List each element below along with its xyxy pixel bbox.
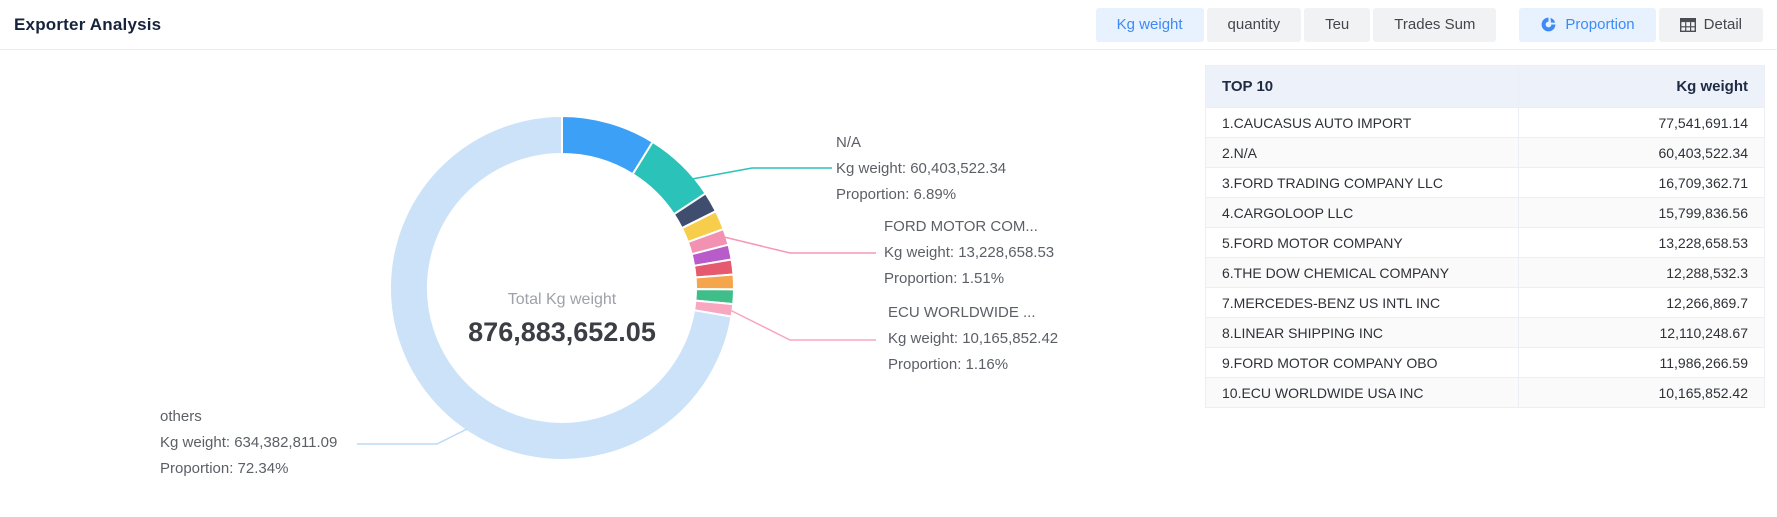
table-row[interactable]: 1.CAUCASUS AUTO IMPORT 77,541,691.14 bbox=[1205, 107, 1765, 138]
exporter-name-cell: 10.ECU WORLDWIDE USA INC bbox=[1205, 377, 1519, 408]
annotation-kg-weight: Kg weight: 10,165,852.42 bbox=[888, 330, 1059, 347]
tab-quantity[interactable]: quantity bbox=[1206, 7, 1302, 42]
annotation-name: N/A bbox=[836, 134, 862, 151]
table-header-kg-weight: Kg weight bbox=[1518, 65, 1765, 108]
table-body: 1.CAUCASUS AUTO IMPORT 77,541,691.14 2.N/A… bbox=[1205, 107, 1765, 408]
exporter-name-cell: 2.N/A bbox=[1205, 137, 1519, 168]
annotation-name: FORD MOTOR COM... bbox=[884, 218, 1038, 235]
annotation-name: ECU WORLDWIDE ... bbox=[888, 304, 1036, 321]
tab-label: Trades Sum bbox=[1394, 16, 1476, 33]
kg-weight-cell: 11,986,266.59 bbox=[1518, 347, 1765, 378]
table-row[interactable]: 5.FORD MOTOR COMPANY 13,228,658.53 bbox=[1205, 227, 1765, 258]
leader-line-n-a bbox=[691, 167, 832, 180]
leader-line-ford-motor-com- bbox=[723, 236, 876, 254]
exporter-name-cell: 6.THE DOW CHEMICAL COMPANY bbox=[1205, 257, 1519, 288]
donut-center-value: 876,883,652.05 bbox=[468, 317, 656, 347]
table-header-row: TOP 10 Kg weight bbox=[1205, 65, 1765, 108]
page-header: Exporter Analysis Kg weight quantity Teu Tr… bbox=[0, 0, 1777, 50]
table-row[interactable]: 3.FORD TRADING COMPANY LLC 16,709,362.71 bbox=[1205, 167, 1765, 198]
exporter-name-cell: 5.FORD MOTOR COMPANY bbox=[1205, 227, 1519, 258]
donut-center-label: Total Kg weight bbox=[507, 291, 617, 308]
exporter-name-cell: 1.CAUCASUS AUTO IMPORT bbox=[1205, 107, 1519, 138]
kg-weight-cell: 13,228,658.53 bbox=[1518, 227, 1765, 258]
view-tabs: Kg weight quantity Teu Trades Sum Proportion… bbox=[1095, 7, 1763, 42]
table-row[interactable]: 9.FORD MOTOR COMPANY OBO 11,986,266.59 bbox=[1205, 347, 1765, 378]
kg-weight-cell: 77,541,691.14 bbox=[1518, 107, 1765, 138]
exporter-name-cell: 8.LINEAR SHIPPING INC bbox=[1205, 317, 1519, 348]
annotation-kg-weight: Kg weight: 60,403,522.34 bbox=[836, 160, 1007, 177]
detail-table-icon bbox=[1679, 17, 1696, 32]
donut-chart-area: Total Kg weight 876,883,652.05 N/A Kg wei… bbox=[0, 50, 1180, 517]
annotation-ford-motor-com-: FORD MOTOR COM... Kg weight: 13,228,658.5… bbox=[884, 214, 1054, 292]
table-row[interactable]: 6.THE DOW CHEMICAL COMPANY 12,288,532.3 bbox=[1205, 257, 1765, 288]
exporter-name-cell: 9.FORD MOTOR COMPANY OBO bbox=[1205, 347, 1519, 378]
donut-chart bbox=[357, 115, 876, 461]
tab-detail[interactable]: Detail bbox=[1658, 7, 1763, 42]
exporter-name-cell: 7.MERCEDES-BENZ US INTL INC bbox=[1205, 287, 1519, 318]
kg-weight-cell: 10,165,852.42 bbox=[1518, 377, 1765, 408]
pie-slice-linear-shipping-inc[interactable] bbox=[694, 273, 736, 291]
kg-weight-cell: 60,403,522.34 bbox=[1518, 137, 1765, 168]
annotation-proportion: Proportion: 1.16% bbox=[888, 356, 1009, 373]
exporter-name-cell: 4.CARGOLOOP LLC bbox=[1205, 197, 1519, 228]
annotation-ecu-worldwide-: ECU WORLDWIDE ... Kg weight: 10,165,852.4… bbox=[888, 300, 1058, 378]
pie-slice-others[interactable] bbox=[388, 115, 733, 461]
annotation-others: others Kg weight: 634,382,811.09 Proportio… bbox=[160, 404, 337, 482]
tab-label: quantity bbox=[1227, 16, 1281, 33]
table-header-top10: TOP 10 bbox=[1205, 65, 1519, 108]
tab-trades-sum[interactable]: Trades Sum bbox=[1373, 7, 1497, 42]
table-row[interactable]: 2.N/A 60,403,522.34 bbox=[1205, 137, 1765, 168]
kg-weight-cell: 15,799,836.56 bbox=[1518, 197, 1765, 228]
annotation-kg-weight: Kg weight: 634,382,811.09 bbox=[160, 434, 338, 451]
tab-kg-weight[interactable]: Kg weight bbox=[1095, 7, 1204, 42]
tab-proportion[interactable]: Proportion bbox=[1519, 7, 1656, 42]
top10-table: TOP 10 Kg weight 1.CAUCASUS AUTO IMPORT 7… bbox=[1205, 65, 1765, 408]
annotation-proportion: Proportion: 1.51% bbox=[884, 270, 1005, 287]
kg-weight-cell: 12,288,532.3 bbox=[1518, 257, 1765, 288]
table-row[interactable]: 8.LINEAR SHIPPING INC 12,110,248.67 bbox=[1205, 317, 1765, 348]
table-row[interactable]: 4.CARGOLOOP LLC 15,799,836.56 bbox=[1205, 197, 1765, 228]
kg-weight-cell: 16,709,362.71 bbox=[1518, 167, 1765, 198]
annotation-n-a: N/A Kg weight: 60,403,522.34 Proportion: 6… bbox=[836, 130, 1006, 208]
annotation-proportion: Proportion: 6.89% bbox=[836, 186, 957, 203]
page-title: Exporter Analysis bbox=[14, 14, 162, 34]
annotation-kg-weight: Kg weight: 13,228,658.53 bbox=[884, 244, 1055, 261]
table-row[interactable]: 10.ECU WORLDWIDE USA INC 10,165,852.42 bbox=[1205, 377, 1765, 408]
kg-weight-cell: 12,110,248.67 bbox=[1518, 317, 1765, 348]
proportion-pie-icon bbox=[1542, 17, 1556, 32]
annotation-proportion: Proportion: 72.34% bbox=[160, 460, 289, 477]
kg-weight-cell: 12,266,869.7 bbox=[1518, 287, 1765, 318]
annotation-name: others bbox=[160, 408, 202, 425]
tab-teu[interactable]: Teu bbox=[1304, 7, 1371, 42]
table-row[interactable]: 7.MERCEDES-BENZ US INTL INC 12,266,869.7 bbox=[1205, 287, 1765, 318]
tab-label: Detail bbox=[1703, 16, 1742, 33]
leader-line-others bbox=[357, 428, 468, 445]
leader-line-ecu-worldwide- bbox=[729, 309, 876, 341]
tab-label: Proportion bbox=[1565, 16, 1635, 33]
exporter-name-cell: 3.FORD TRADING COMPANY LLC bbox=[1205, 167, 1519, 198]
tab-label: Teu bbox=[1325, 16, 1350, 33]
tab-label: Kg weight bbox=[1116, 16, 1183, 33]
